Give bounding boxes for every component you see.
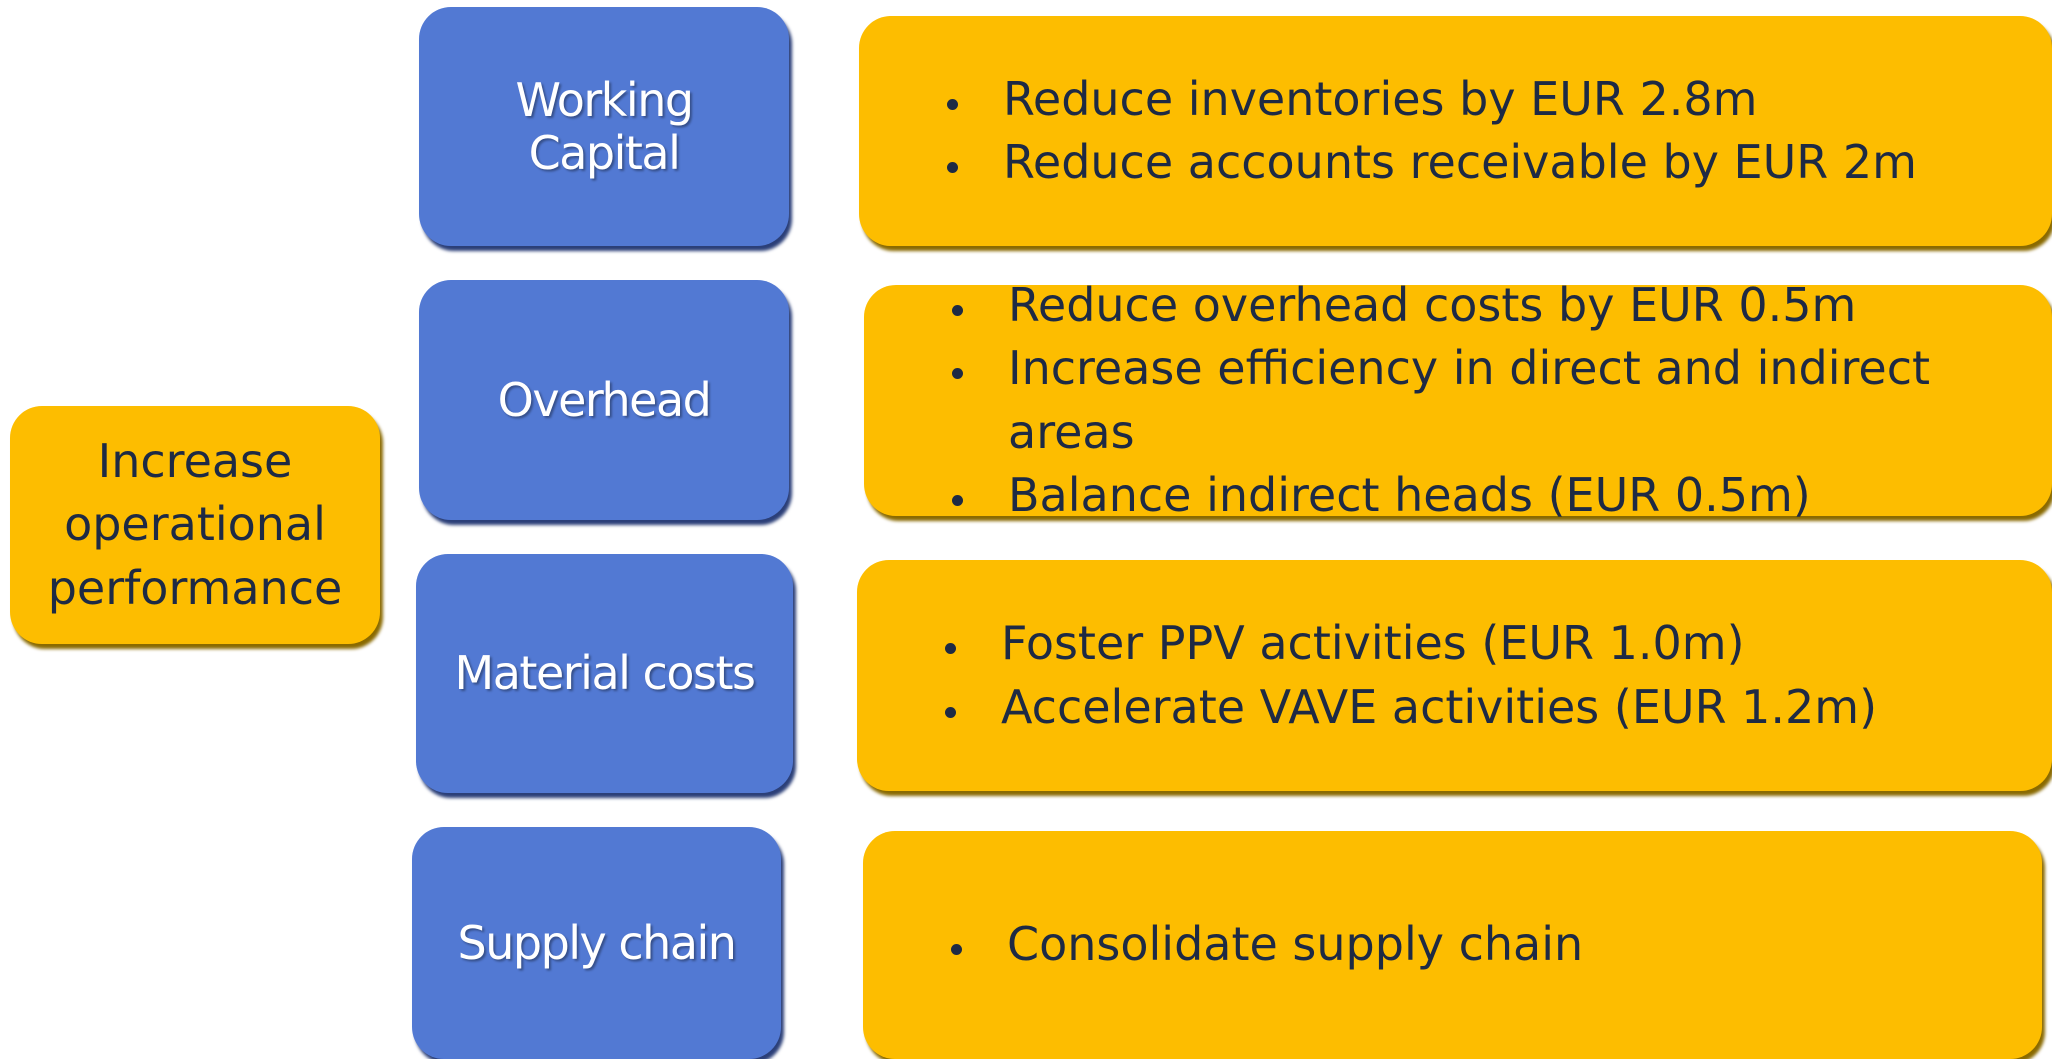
detail-box: Reduce overhead costs by EUR 0.5mIncreas… xyxy=(864,278,2052,522)
branch-label-line: Material costs xyxy=(454,646,756,701)
bullet-item: Foster PPV activities (EUR 1.0m) xyxy=(973,612,2052,675)
bullet-list: Reduce inventories by EUR 2.8mReduce acc… xyxy=(859,68,2052,195)
bullet-item: Reduce overhead costs by EUR 0.5m xyxy=(980,274,2052,337)
root-node: Increase operational performance xyxy=(10,406,380,644)
branch-label-line: Capital xyxy=(528,125,681,180)
bullet-list: Foster PPV activities (EUR 1.0m)Accelera… xyxy=(857,612,2052,739)
bullet-item: Reduce inventories by EUR 2.8m xyxy=(975,68,2052,131)
detail-box: Reduce inventories by EUR 2.8mReduce acc… xyxy=(859,16,2052,246)
root-label-line: operational xyxy=(64,497,326,552)
branch-node: Overhead xyxy=(419,280,789,520)
bullet-item: Increase efficiency in direct and indire… xyxy=(980,337,2052,464)
branch-label-line: Supply chain xyxy=(457,915,737,970)
bullet-list: Reduce overhead costs by EUR 0.5mIncreas… xyxy=(864,274,2052,528)
branch-node: Material costs xyxy=(416,554,793,793)
branch-label-line: Working xyxy=(515,72,694,127)
branch-label-line: Overhead xyxy=(497,372,712,427)
detail-box: Consolidate supply chain xyxy=(863,831,2042,1059)
bullet-item: Accelerate VAVE activities (EUR 1.2m) xyxy=(973,676,2052,739)
bullet-item: Consolidate supply chain xyxy=(979,913,2042,976)
root-label-line: Increase xyxy=(97,433,293,488)
bullet-list: Consolidate supply chain xyxy=(863,913,2042,976)
branch-node: Supply chain xyxy=(412,827,781,1059)
branch-node: Working Capital xyxy=(419,7,789,246)
bullet-item: Balance indirect heads (EUR 0.5m) xyxy=(980,464,2052,527)
bullet-item: Reduce accounts receivable by EUR 2m xyxy=(975,131,2052,194)
detail-box: Foster PPV activities (EUR 1.0m)Accelera… xyxy=(857,560,2052,791)
root-label-line: performance xyxy=(47,560,343,615)
